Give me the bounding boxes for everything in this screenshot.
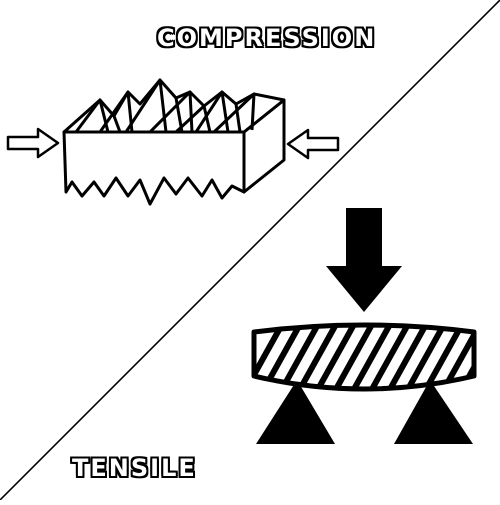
hatched-beam-icon [240, 310, 500, 400]
compression-label: COMPRESSION [157, 26, 376, 50]
right-pointing-arrow-icon [8, 129, 58, 157]
crumpled-block-icon [64, 80, 284, 204]
left-pointing-arrow-icon [288, 130, 338, 158]
tensile-label: TENSILE [72, 456, 197, 480]
down-arrow-icon [326, 208, 402, 312]
